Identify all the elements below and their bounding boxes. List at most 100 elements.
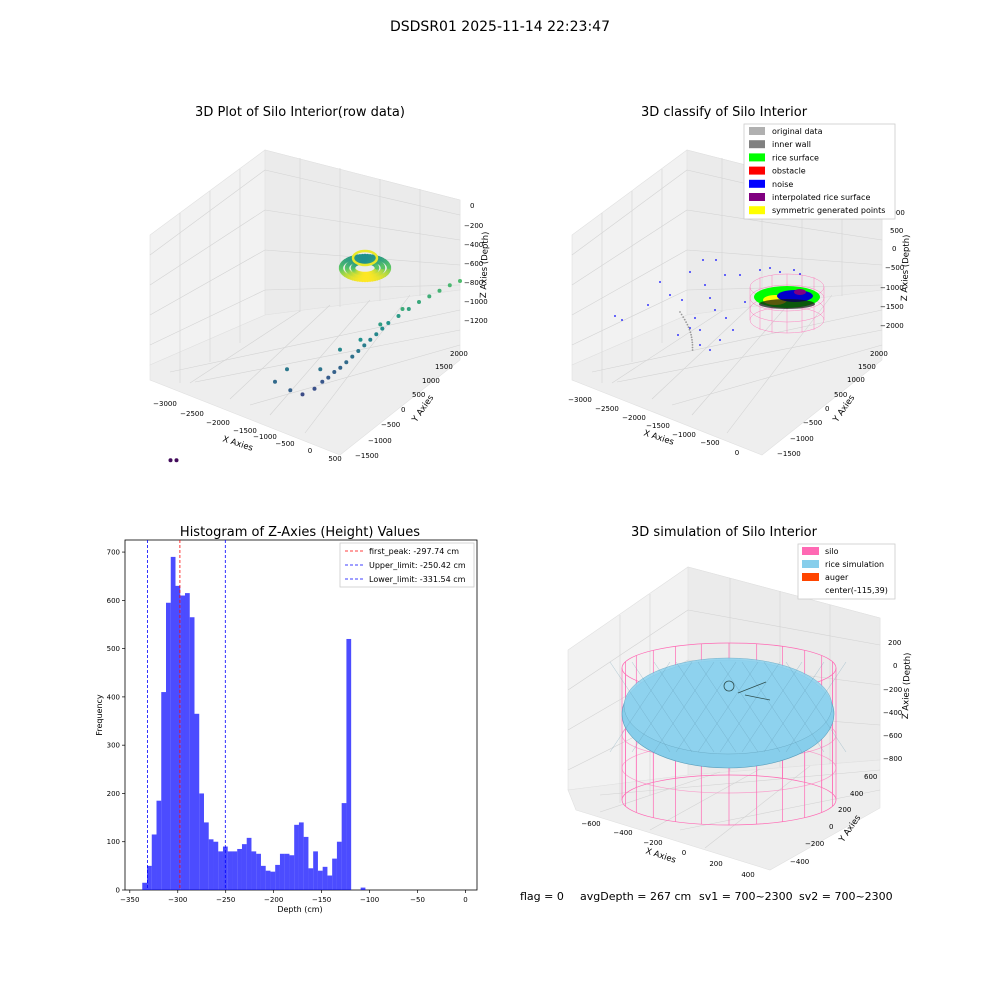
data-point (285, 367, 289, 372)
legend-label: Upper_limit: -250.42 cm (369, 561, 466, 570)
wall-point (691, 346, 694, 349)
legend-label: first_peak: -297.74 cm (369, 547, 459, 556)
x-tick: −500 (275, 440, 294, 448)
data-point (326, 375, 331, 380)
histogram-bar (180, 595, 185, 890)
histogram-bar (313, 851, 318, 890)
legend-swatch (749, 127, 765, 135)
data-point (386, 321, 391, 325)
y-tick: −1000 (790, 435, 814, 443)
legend: original data inner wall rice surface obsta… (743, 123, 896, 220)
y-tick: 200 (838, 806, 851, 814)
x-tick: −600 (581, 820, 600, 828)
grid-lines (149, 158, 461, 434)
legend-swatch (749, 179, 765, 188)
wall-point (679, 311, 681, 313)
data-point (427, 294, 432, 299)
wall-point (685, 321, 687, 323)
legend-swatch (749, 193, 765, 201)
histogram-bar (332, 858, 337, 890)
histogram-bar (256, 853, 261, 890)
legend: silo rice simulation auger center(-115,39) (797, 543, 896, 600)
histogram-bar (317, 870, 323, 890)
mesh-line (719, 661, 781, 753)
mesh-line (763, 661, 825, 753)
noise-point (694, 317, 696, 319)
histogram-bar (156, 800, 162, 890)
x-tick: −400 (613, 829, 632, 837)
surface-point (386, 264, 392, 269)
y-tick: −400 (790, 858, 809, 866)
data-point (300, 392, 305, 397)
z-tick: 0 (470, 202, 474, 210)
y-tick: 0 (116, 887, 120, 895)
sv2-text: sv2 = 700~2300 (799, 890, 893, 903)
histogram-bar (227, 851, 233, 890)
z-tick: −800 (883, 755, 902, 763)
data-point (338, 347, 342, 352)
noise-point (709, 297, 711, 299)
data-point (174, 458, 179, 463)
z-axis-ticks: 1000 500 0 −500 −1000 −1500 −2000 Z Axie… (880, 209, 912, 330)
histogram-bar (327, 875, 333, 890)
y-tick: 1000 (422, 377, 440, 385)
rice-surface-points (754, 286, 820, 309)
x-tick: −1000 (253, 433, 277, 441)
histogram-bar (208, 839, 214, 890)
data-point (437, 288, 442, 293)
histogram-bar (199, 793, 204, 890)
x-axis-label: Depth (cm) (277, 905, 322, 914)
x-tick: −1500 (646, 422, 670, 430)
noise-point (677, 334, 679, 336)
x-tick: −250 (216, 896, 235, 904)
x-axis-label: X Axies (642, 428, 675, 447)
legend-swatch (749, 140, 765, 149)
x-tick: 200 (709, 860, 722, 868)
noise-point (689, 327, 691, 329)
noise-point (715, 259, 717, 261)
x-tick: −3000 (153, 400, 177, 408)
histogram-bar (308, 868, 314, 890)
x-tick: −200 (264, 896, 283, 904)
data-point (350, 354, 355, 359)
figure-title: DSDSR01 2025-11-14 22:23:47 (390, 19, 610, 35)
panel-raw-data: 3D Plot of Silo Interior(row data) (149, 105, 491, 463)
flag-text: flag = 0 (520, 890, 564, 903)
histogram-bar (161, 692, 167, 890)
legend-swatch (749, 166, 765, 175)
data-point (400, 307, 405, 311)
histogram-bar (260, 865, 266, 890)
legend-label: rice simulation (825, 560, 884, 569)
x-tick: 0 (735, 449, 739, 457)
data-point (368, 337, 373, 342)
noise-point (725, 317, 727, 319)
legend-swatch (749, 206, 765, 215)
legend-label: original data (772, 127, 823, 136)
legend-label: inner wall (772, 140, 811, 149)
noise-point (793, 269, 795, 271)
z-axis-ticks: 200 0 −200 −400 −600 −800 Z Axies (Depth… (883, 639, 913, 763)
wall-point (689, 331, 692, 334)
mesh-line (675, 661, 737, 753)
histogram-bars (142, 556, 366, 890)
wall-point (690, 333, 692, 336)
histogram-bar (218, 851, 223, 890)
y-tick: 500 (412, 391, 425, 399)
legend-swatch (749, 153, 765, 162)
x-tick: −3000 (568, 396, 592, 404)
mesh-line (741, 661, 803, 753)
z-axis-ticks: 0 −200 −400 −600 −800 −1000 −1200 Z Axie… (464, 202, 491, 325)
y-tick: 200 (107, 790, 120, 798)
wall-point (682, 316, 685, 318)
reference-lines (147, 540, 226, 890)
legend: first_peak: -297.74 cm Upper_limit: -250.… (339, 542, 475, 588)
legend-label: center(-115,39) (825, 586, 888, 595)
legend-swatch (802, 560, 819, 568)
y-tick: 600 (107, 597, 120, 605)
z-tick: −400 (883, 709, 902, 717)
y-tick: −1000 (368, 437, 392, 445)
noise-point (689, 271, 691, 273)
noise-point (659, 281, 661, 283)
y-tick: 1500 (435, 363, 453, 371)
histogram-bar (203, 822, 209, 890)
